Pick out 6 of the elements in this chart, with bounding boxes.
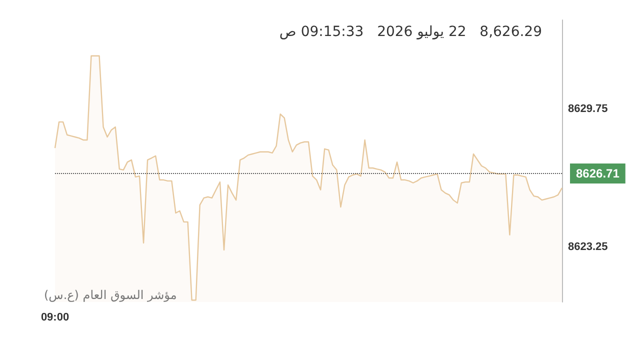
x-tick-label: 09:00 (40, 312, 70, 324)
chart-title: 8,626.29 22 يوليو 2026 09:15:33 ص (279, 24, 542, 40)
y-tick-label: 8623.25 (568, 241, 608, 253)
y-tick-label: 8629.75 (568, 102, 608, 115)
annotation: مؤشر السوق العام (ع.س) (44, 288, 177, 302)
ref-line-label: 8626.71 (576, 166, 620, 181)
